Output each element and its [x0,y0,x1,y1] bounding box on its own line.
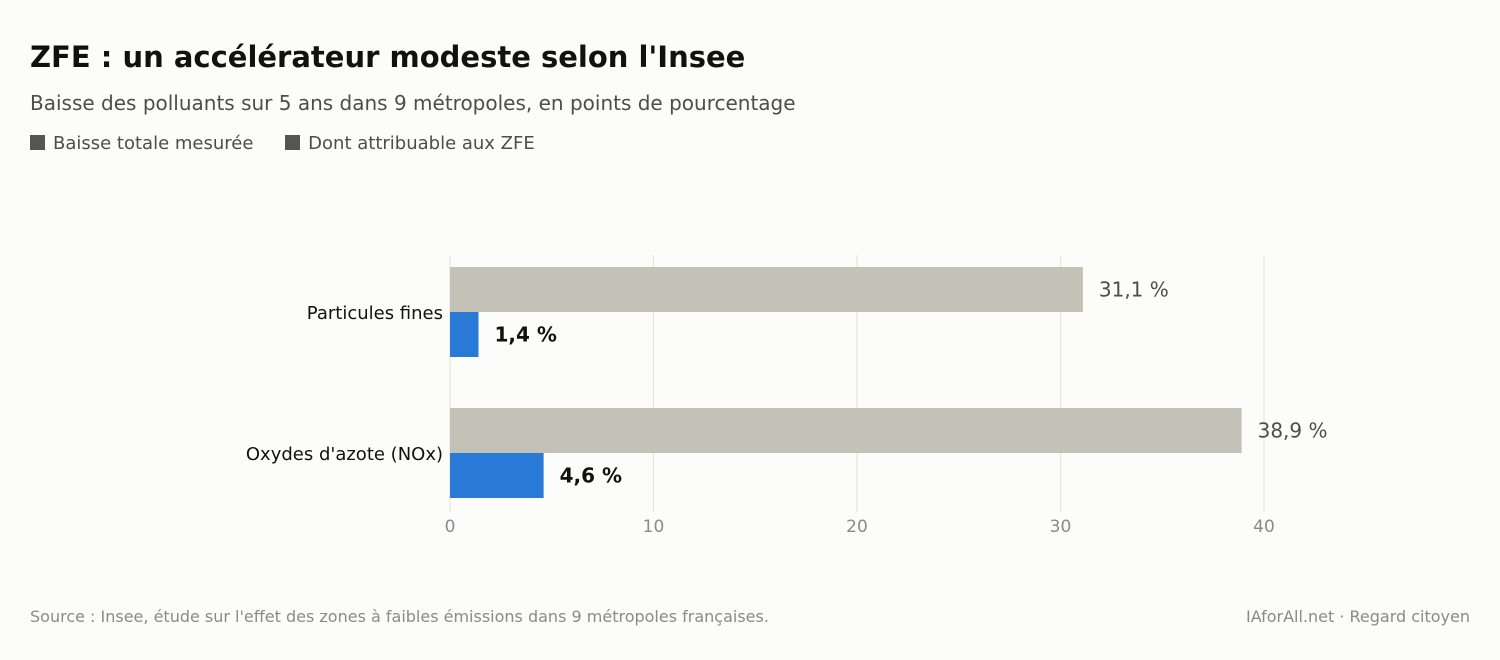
x-tick-label: 0 [445,517,456,537]
x-tick-label: 30 [1050,517,1072,537]
bar-total [450,267,1083,312]
legend-item-zfe: Dont attribuable aux ZFE [285,133,535,154]
x-tick-label: 40 [1253,517,1275,537]
chart-subtitle: Baisse des polluants sur 5 ans dans 9 mé… [30,91,796,115]
data-label-zfe: 4,6 % [560,464,622,488]
data-label-total: 31,1 % [1099,278,1169,302]
category-label: Oxydes d'azote (NOx) [246,444,443,465]
legend-square-icon [30,135,45,150]
x-tick-label: 20 [846,517,868,537]
bar-zfe [450,312,479,357]
data-label-zfe: 1,4 % [494,323,556,347]
chart-title: ZFE : un accélérateur modeste selon l'In… [30,40,746,74]
source-note: Source : Insee, étude sur l'effet des zo… [30,607,769,626]
data-label-total: 38,9 % [1258,419,1328,443]
x-tick-label: 10 [643,517,665,537]
legend-item-total: Baisse totale mesurée [30,133,253,154]
legend-square-icon [285,135,301,150]
legend-label-total: Baisse totale mesurée [53,133,254,154]
category-label: Particules fines [307,303,443,324]
bar-total [450,408,1242,453]
legend: Baisse totale mesurée Dont attribuable a… [30,133,561,154]
bar-zfe [450,453,544,498]
credit-note: IAforAll.net · Regard citoyen [1245,607,1470,626]
legend-label-zfe: Dont attribuable aux ZFE [308,133,535,154]
